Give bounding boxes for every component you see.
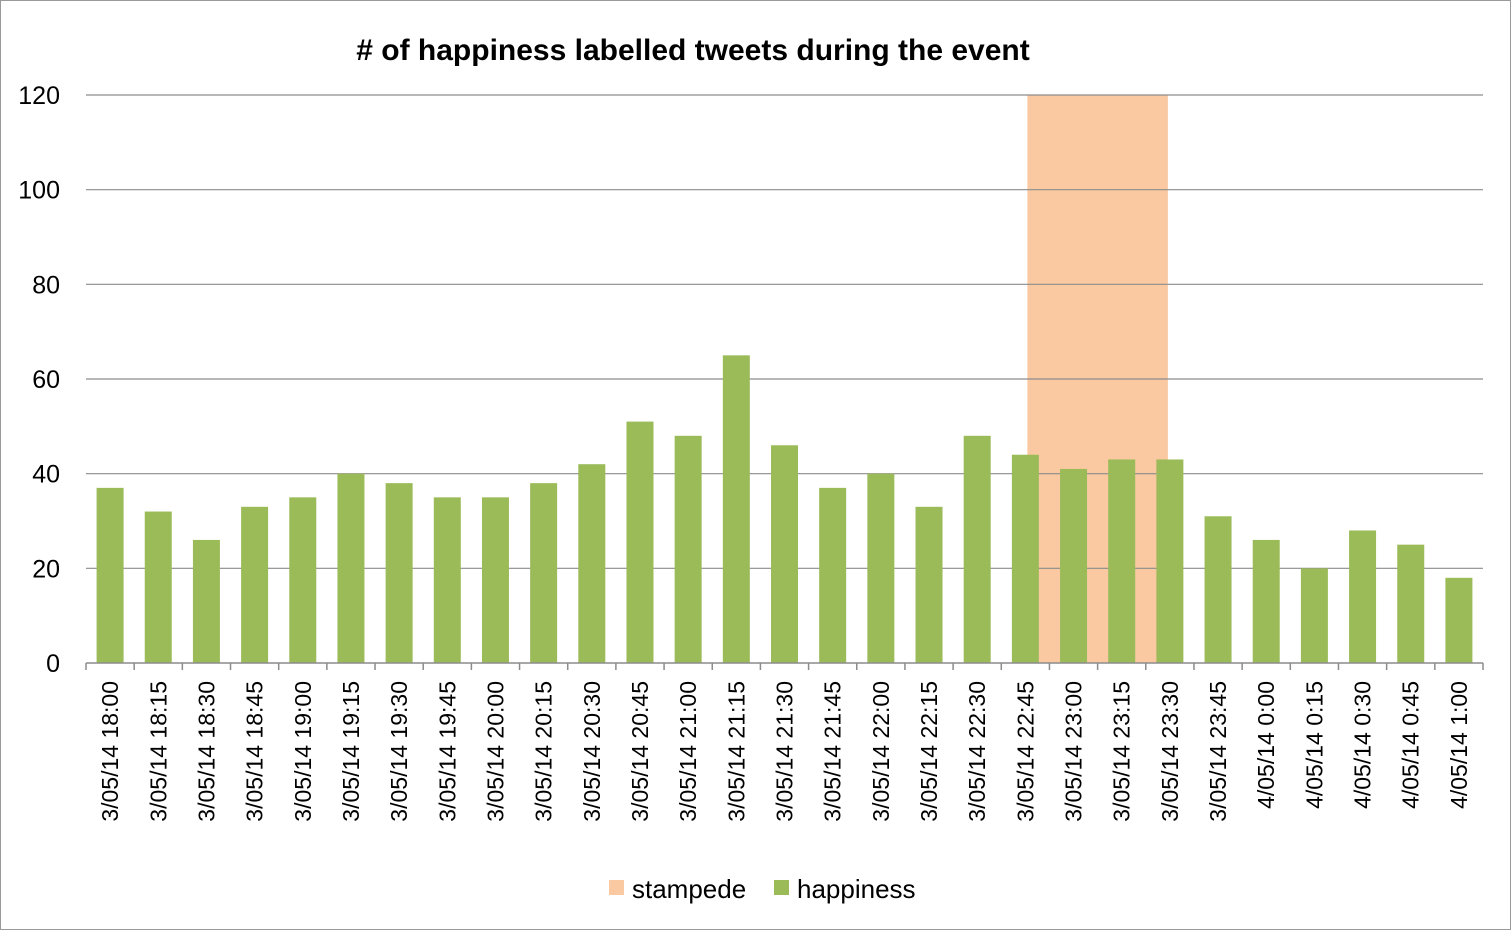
bar	[144, 511, 172, 663]
bar	[481, 497, 509, 663]
bar	[1011, 454, 1039, 663]
bar	[385, 483, 413, 663]
x-tick-label: 3/05/14 21:30	[772, 681, 798, 822]
x-tick-label: 3/05/14 22:00	[868, 681, 894, 822]
bar	[626, 421, 654, 663]
bar	[96, 487, 124, 663]
y-tick-label: 60	[32, 366, 60, 394]
bar	[1349, 530, 1377, 663]
bar	[241, 506, 269, 663]
x-tick-label: 3/05/14 19:30	[386, 681, 412, 822]
bar	[433, 497, 461, 663]
bar	[1445, 577, 1473, 663]
bar	[674, 435, 702, 663]
legend: stampede happiness	[609, 874, 916, 904]
bar	[722, 355, 750, 663]
x-tick-label: 3/05/14 19:45	[434, 681, 460, 822]
bar	[289, 497, 317, 663]
y-tick-label: 100	[18, 177, 60, 205]
x-tick-label: 3/05/14 20:00	[482, 681, 508, 822]
bar	[337, 473, 365, 663]
bar	[530, 483, 558, 663]
legend-swatch-happiness	[774, 880, 789, 895]
y-tick-label: 20	[32, 555, 60, 583]
bar	[578, 464, 606, 663]
x-tick-label: 3/05/14 21:00	[675, 681, 701, 822]
axes: 0 20 40 60 80 100 120 3/05/14 18:00 3/05/14 18:1…	[18, 82, 1484, 822]
bar	[1300, 568, 1328, 663]
x-tick-label: 3/05/14 18:30	[193, 681, 219, 822]
x-tick-label: 4/05/14 0:15	[1301, 681, 1327, 809]
x-tick-label: 3/05/14 21:45	[820, 681, 846, 822]
bar	[1060, 468, 1088, 663]
x-tick-label: 3/05/14 19:15	[338, 681, 364, 822]
bar	[192, 539, 220, 663]
legend-label-happiness: happiness	[797, 874, 916, 904]
x-tick-label: 4/05/14 0:45	[1398, 681, 1424, 809]
bar	[1156, 459, 1184, 663]
bar	[963, 435, 991, 663]
bar	[915, 506, 943, 663]
y-tick-label: 120	[18, 82, 60, 110]
x-tick-label: 3/05/14 20:15	[531, 681, 557, 822]
y-tick-label: 80	[32, 271, 60, 299]
x-tick-label: 4/05/14 0:00	[1253, 681, 1279, 809]
bar	[1108, 459, 1136, 663]
bar	[771, 445, 798, 663]
bar	[867, 473, 895, 663]
x-tick-label: 4/05/14 1:00	[1446, 681, 1472, 809]
x-tick-label: 3/05/14 18:15	[145, 681, 171, 822]
legend-swatch-stampede	[609, 880, 624, 895]
x-tick-label: 3/05/14 23:15	[1109, 681, 1135, 822]
x-tick-label: 3/05/14 19:00	[290, 681, 316, 822]
x-tick-label: 3/05/14 20:30	[579, 681, 605, 822]
bar	[819, 487, 847, 663]
x-tick-label: 3/05/14 18:00	[97, 681, 123, 822]
y-tick-label: 40	[32, 461, 60, 489]
chart-title: # of happiness labelled tweets during th…	[356, 34, 1029, 67]
bar	[1397, 544, 1425, 663]
y-tick-label: 0	[46, 650, 60, 678]
x-tick-label: 3/05/14 23:30	[1157, 681, 1183, 822]
x-tick-label: 3/05/14 18:45	[242, 681, 268, 822]
x-tick-label: 3/05/14 23:00	[1061, 681, 1087, 822]
legend-label-stampede: stampede	[632, 874, 746, 904]
x-tick-label: 3/05/14 22:30	[964, 681, 990, 822]
x-tick-label: 4/05/14 0:30	[1350, 681, 1376, 809]
x-tick-label: 3/05/14 21:15	[723, 681, 749, 822]
x-tick-label: 3/05/14 22:45	[1012, 681, 1038, 822]
x-tick-label: 3/05/14 23:45	[1205, 681, 1231, 822]
x-tick-label: 3/05/14 20:45	[627, 681, 653, 822]
bar	[1252, 539, 1280, 663]
bar	[1204, 516, 1232, 663]
bars	[96, 355, 1473, 663]
x-tick-label: 3/05/14 22:15	[916, 681, 942, 822]
